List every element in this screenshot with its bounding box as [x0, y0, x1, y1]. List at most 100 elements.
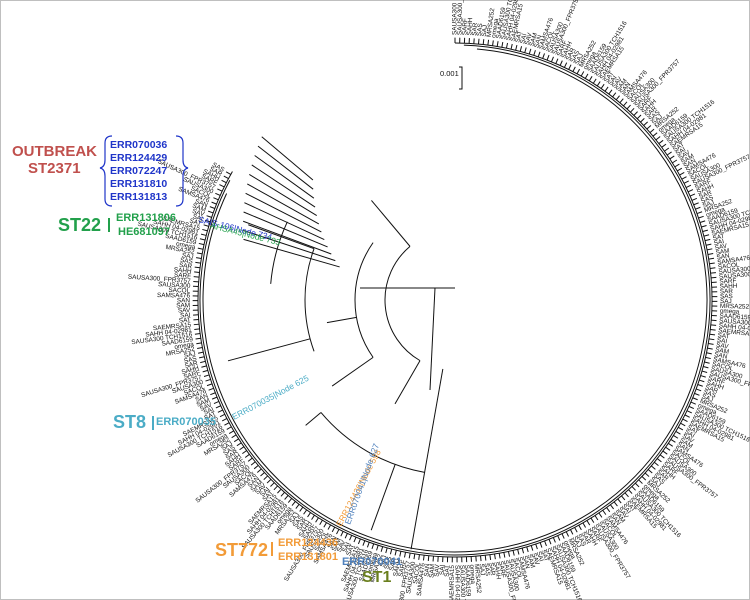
leaf-branch	[385, 547, 388, 554]
leaf-branch	[561, 533, 565, 539]
leaf-branch	[404, 552, 407, 558]
leaf-branch	[580, 71, 585, 77]
leaf-branch	[197, 347, 203, 349]
outbreak-st: ST2371	[28, 160, 81, 177]
leaf-branch	[546, 54, 550, 61]
leaf-branch	[492, 40, 494, 46]
tip-label: SAI	[439, 564, 446, 575]
leaf-branch	[626, 104, 631, 110]
leaf-branch	[247, 457, 253, 462]
leaf-branch	[194, 333, 201, 335]
tip-label: SARF	[719, 278, 737, 286]
tip-label: SAUSA300 TCH1516	[458, 565, 467, 600]
tip-label: SAAD6159	[161, 336, 194, 348]
leaf-branch	[299, 506, 304, 512]
leaf-branch	[408, 552, 411, 559]
leaf-branch	[221, 418, 228, 422]
tip-label: SARF	[707, 375, 725, 387]
leaf-branch	[515, 44, 518, 51]
long-branch	[247, 183, 320, 225]
leaf-branch	[526, 546, 529, 553]
leaf-branch	[668, 442, 674, 447]
leaf-branch	[687, 189, 694, 193]
leaf-branch	[489, 554, 492, 560]
leaf-branch	[584, 73, 589, 79]
internal-branch	[394, 360, 421, 405]
tip-label: SAR	[720, 288, 734, 295]
leaf-branch	[512, 550, 515, 556]
st8-separator	[152, 416, 154, 430]
tip-label: SAS	[702, 389, 716, 400]
leaf-branch	[195, 337, 201, 340]
leaf-branch	[653, 461, 659, 467]
leaf-branch	[661, 143, 667, 148]
outbreak-isolate: ERR131813	[110, 191, 168, 203]
leaf-branch	[613, 501, 618, 507]
leaf-branch	[578, 524, 582, 531]
leaf-branch	[689, 193, 696, 197]
leaf-branch	[196, 342, 202, 345]
tip-label: SAHH	[466, 17, 474, 35]
tip-label: SAHH	[392, 558, 403, 577]
tip-label: SAR	[388, 557, 398, 572]
leaf-branch	[223, 175, 229, 179]
leaf-branch	[643, 121, 648, 126]
leaf-branch	[291, 501, 296, 506]
leaf-branch	[557, 535, 561, 541]
tip-label: SAJ	[702, 199, 715, 210]
leaf-branch	[376, 545, 379, 551]
tip-label: omega	[720, 308, 740, 316]
leaf-branch	[535, 543, 538, 550]
leaf-branch	[533, 50, 536, 56]
leaf-branch	[664, 147, 670, 152]
st22-label: ST22	[58, 215, 102, 235]
leaf-branch	[704, 238, 711, 242]
leaf-branch	[260, 472, 265, 477]
leaf-branch	[710, 329, 716, 331]
leaf-branch	[239, 446, 245, 451]
leaf-branch	[193, 323, 200, 326]
leaf-branch	[501, 41, 504, 48]
tip-label: SAJ	[478, 563, 486, 575]
tip-label: SAR	[471, 22, 479, 36]
tip-label: SAT	[345, 543, 356, 557]
leaf-branch	[482, 39, 485, 45]
tip-label: SAT	[444, 565, 451, 577]
leaf-branch	[496, 41, 499, 47]
tip-label: SAS	[720, 293, 733, 300]
leaf-branch	[510, 43, 513, 50]
long-branch	[249, 174, 317, 217]
leaf-branch	[340, 531, 344, 537]
tip-label: SAR	[184, 360, 199, 370]
leaf-branch	[548, 539, 552, 545]
leaf-branch	[539, 542, 543, 548]
leaf-branch	[219, 413, 226, 418]
tip-label: SACOL	[718, 261, 741, 271]
tip-label: SAV	[530, 552, 541, 567]
leaf-branch	[576, 68, 581, 75]
leaf-branch	[612, 92, 617, 98]
leaf-branch	[353, 536, 357, 543]
leaf-ring-inner	[199, 44, 711, 556]
tip-label: SAHH	[720, 283, 738, 291]
leaf-branch	[207, 210, 214, 214]
leaf-branch	[315, 517, 319, 523]
leaf-branch	[194, 266, 201, 269]
leaf-branch	[427, 555, 430, 562]
tip-label: SAUSA300 TCH1516	[719, 317, 750, 329]
tip-label: SAI	[535, 551, 545, 563]
tip-label: SAT	[189, 217, 203, 227]
leaf-branch	[693, 202, 699, 206]
leaf-branch	[674, 163, 680, 168]
leaf-branch	[357, 538, 361, 545]
root-branch	[429, 287, 436, 391]
st8-isolate: ERR070035	[156, 416, 216, 428]
leaf-branch	[195, 261, 201, 264]
tip-label: SAT	[717, 332, 730, 341]
leaf-branch	[211, 201, 217, 205]
tip-label: SAN	[423, 563, 431, 577]
leaf-branch	[521, 547, 525, 554]
leaf-branch	[690, 401, 696, 405]
leaf-branch	[196, 252, 203, 255]
leaf-branch	[638, 479, 643, 484]
